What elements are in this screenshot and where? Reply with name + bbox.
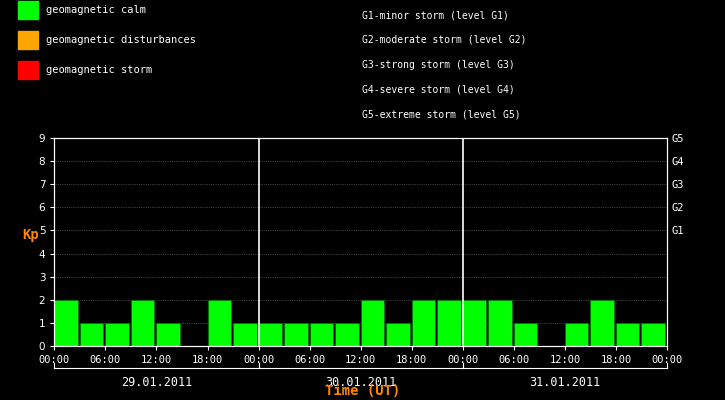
Text: G2-moderate storm (level G2): G2-moderate storm (level G2) xyxy=(362,35,527,45)
Text: G4-severe storm (level G4): G4-severe storm (level G4) xyxy=(362,84,515,94)
Bar xyxy=(233,323,257,346)
Bar xyxy=(642,323,665,346)
Bar xyxy=(105,323,129,346)
Text: Time (UT): Time (UT) xyxy=(325,384,400,398)
Text: 29.01.2011: 29.01.2011 xyxy=(121,376,192,388)
Bar xyxy=(437,300,461,346)
Bar xyxy=(335,323,359,346)
Bar xyxy=(489,300,512,346)
Bar xyxy=(616,323,639,346)
Bar xyxy=(259,323,282,346)
Bar xyxy=(412,300,435,346)
Text: 30.01.2011: 30.01.2011 xyxy=(325,376,397,388)
Bar xyxy=(360,300,384,346)
Bar xyxy=(207,300,231,346)
Text: G5-extreme storm (level G5): G5-extreme storm (level G5) xyxy=(362,109,521,119)
Bar xyxy=(80,323,104,346)
Bar xyxy=(54,300,78,346)
Bar xyxy=(310,323,333,346)
Y-axis label: Kp: Kp xyxy=(22,228,38,242)
Text: G1-minor storm (level G1): G1-minor storm (level G1) xyxy=(362,10,510,20)
Bar xyxy=(131,300,154,346)
Text: 31.01.2011: 31.01.2011 xyxy=(529,376,600,388)
Bar xyxy=(386,323,410,346)
Text: geomagnetic disturbances: geomagnetic disturbances xyxy=(46,35,196,45)
Bar xyxy=(463,300,486,346)
Bar xyxy=(157,323,180,346)
Bar xyxy=(284,323,307,346)
Text: geomagnetic storm: geomagnetic storm xyxy=(46,65,152,75)
Bar xyxy=(590,300,614,346)
Bar xyxy=(565,323,589,346)
Bar xyxy=(514,323,537,346)
Text: geomagnetic calm: geomagnetic calm xyxy=(46,5,146,15)
Text: G3-strong storm (level G3): G3-strong storm (level G3) xyxy=(362,60,515,70)
